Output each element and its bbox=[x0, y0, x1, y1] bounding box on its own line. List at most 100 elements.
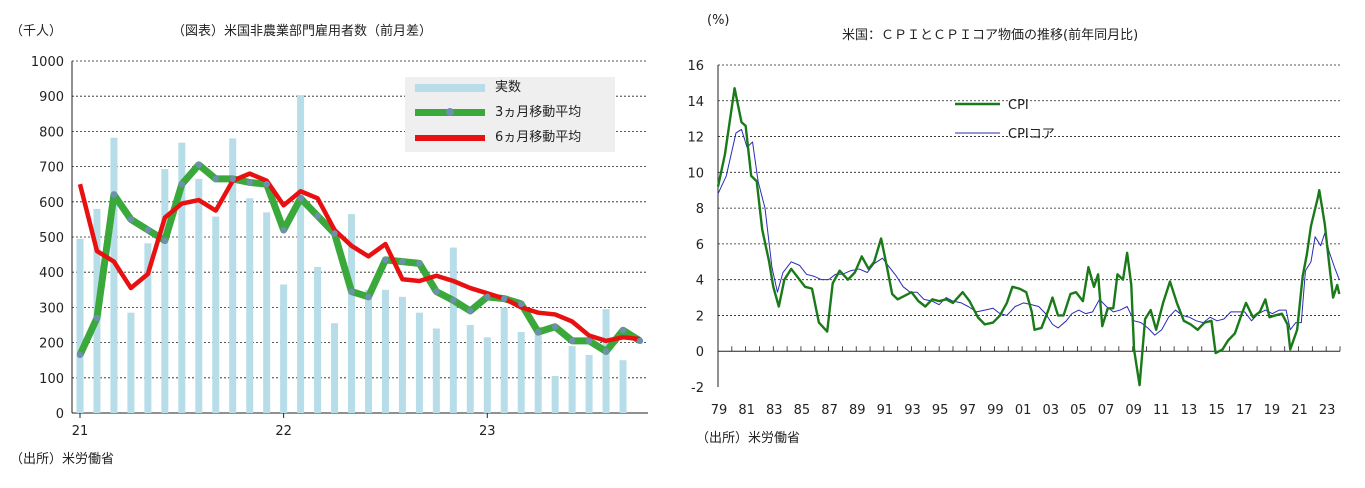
bar bbox=[144, 243, 152, 413]
bar bbox=[263, 212, 271, 413]
bar bbox=[585, 354, 593, 413]
point-3m bbox=[314, 212, 321, 220]
x-tick-label: 21 bbox=[72, 424, 89, 439]
y-tick-label: 400 bbox=[39, 266, 64, 281]
legend-swatch-actual bbox=[415, 83, 485, 92]
point-3m bbox=[365, 293, 372, 301]
legend-marker-3m bbox=[446, 108, 454, 116]
y-tick-label: 10 bbox=[687, 166, 704, 181]
x-tick-label: 01 bbox=[1015, 403, 1032, 418]
bar bbox=[551, 376, 559, 413]
point-3m bbox=[636, 337, 644, 345]
bar bbox=[110, 137, 118, 413]
point-3m bbox=[602, 348, 610, 355]
x-tick-label: 89 bbox=[849, 403, 866, 418]
cpi-chart: -2 0 2 4 6 8 10 12 14 16 79 81 83 85 87 89 91 93 95 97 99 01 0… bbox=[687, 59, 1341, 418]
legend-swatch-3m bbox=[415, 108, 485, 116]
x-tick-label: 13 bbox=[1181, 403, 1198, 418]
point-3m bbox=[229, 175, 236, 183]
cpi-chart-panel: (%) 米国：ＣＰＩとＣＰＩコア物価の推移(前年同月比) -2 0 2 4 6 8 10 12… bbox=[680, 0, 1365, 488]
bar bbox=[161, 169, 169, 413]
legend-label-core: CPIコア bbox=[1008, 127, 1055, 142]
x-tick-label: 83 bbox=[766, 403, 783, 418]
bar bbox=[348, 214, 356, 413]
point-3m bbox=[93, 314, 101, 322]
bar bbox=[534, 326, 542, 413]
x-tick-label: 81 bbox=[738, 403, 755, 418]
bar bbox=[212, 216, 220, 413]
y-tick-label: 16 bbox=[687, 59, 704, 74]
legend-item-actual: 実数 bbox=[415, 81, 521, 94]
bar bbox=[381, 289, 389, 413]
bar bbox=[619, 360, 627, 413]
series-line-cpi bbox=[716, 87, 1341, 387]
x-tick-label: 07 bbox=[1098, 403, 1115, 418]
bar bbox=[568, 346, 576, 413]
x-tick-label: 03 bbox=[1042, 403, 1059, 418]
point-3m bbox=[518, 300, 525, 308]
bar bbox=[280, 284, 288, 413]
x-tick-label: 21 bbox=[1291, 403, 1308, 418]
y-tick-label: 4 bbox=[696, 274, 704, 289]
y-tick-label: -2 bbox=[691, 381, 704, 396]
right-source: （出所）米労働省 bbox=[696, 431, 801, 446]
legend-label-6m: 6ヵ月移動平均 bbox=[495, 130, 582, 145]
x-tick-label: 15 bbox=[1208, 403, 1225, 418]
x-tick-label: 23 bbox=[479, 424, 496, 439]
x-tick-label: 99 bbox=[987, 403, 1004, 418]
bar bbox=[178, 142, 186, 413]
employment-chart-panel: （千人） （図表）米国非農業部門雇用者数（前月差） 0 100 200 300 400 5… bbox=[0, 0, 680, 488]
legend-item-6m: 6ヵ月移動平均 bbox=[415, 131, 581, 144]
point-3m bbox=[76, 351, 84, 359]
point-3m bbox=[246, 179, 253, 186]
point-3m bbox=[144, 226, 152, 234]
bar bbox=[432, 328, 440, 413]
bar bbox=[449, 247, 457, 413]
x-tick-label: 95 bbox=[932, 403, 949, 418]
x-tick-label: 22 bbox=[275, 424, 292, 439]
legend-item-3m: 3ヵ月移動平均 bbox=[415, 106, 581, 119]
y-tick-label: 800 bbox=[39, 125, 64, 140]
legend-swatch-6m bbox=[415, 134, 485, 141]
x-tick-label: 87 bbox=[821, 403, 838, 418]
point-3m bbox=[568, 337, 576, 345]
bar bbox=[127, 312, 135, 413]
y-tick-label: 6 bbox=[696, 238, 704, 253]
y-tick-label: 300 bbox=[39, 301, 64, 316]
point-3m bbox=[178, 181, 186, 188]
y-tick-label: 0 bbox=[56, 407, 64, 422]
bar bbox=[415, 312, 423, 413]
y-tick-label: 1000 bbox=[31, 55, 64, 70]
x-tick-label: 85 bbox=[794, 403, 811, 418]
point-3m bbox=[619, 327, 627, 334]
bar bbox=[602, 309, 610, 413]
point-3m bbox=[467, 307, 474, 315]
y-tick-label: 2 bbox=[696, 309, 704, 324]
x-tick-label: 19 bbox=[1264, 403, 1281, 418]
bar bbox=[246, 198, 254, 413]
y-tick-label: 500 bbox=[39, 231, 64, 246]
point-3m bbox=[534, 328, 542, 336]
left-unit-label: （千人） bbox=[10, 24, 63, 39]
bar bbox=[398, 296, 406, 413]
point-3m bbox=[551, 323, 559, 330]
x-tick-label: 17 bbox=[1236, 403, 1253, 418]
bar bbox=[314, 266, 322, 413]
right-unit-label: (%) bbox=[707, 13, 730, 28]
point-3m bbox=[399, 258, 406, 265]
point-3m bbox=[161, 237, 169, 244]
point-3m bbox=[416, 260, 423, 267]
bar bbox=[76, 238, 84, 413]
y-tick-label: 0 bbox=[696, 345, 704, 360]
y-tick-label: 12 bbox=[687, 131, 704, 146]
point-3m bbox=[280, 226, 287, 234]
y-tick-label: 100 bbox=[39, 372, 64, 387]
x-tick-label: 05 bbox=[1070, 403, 1087, 418]
point-3m bbox=[127, 216, 135, 223]
bar bbox=[229, 138, 237, 413]
y-tick-label: 200 bbox=[39, 337, 64, 352]
y-tick-label: 600 bbox=[39, 196, 64, 211]
x-tick-label: 91 bbox=[877, 403, 894, 418]
legend-label-3m: 3ヵ月移動平均 bbox=[495, 105, 582, 120]
point-3m bbox=[484, 293, 491, 301]
